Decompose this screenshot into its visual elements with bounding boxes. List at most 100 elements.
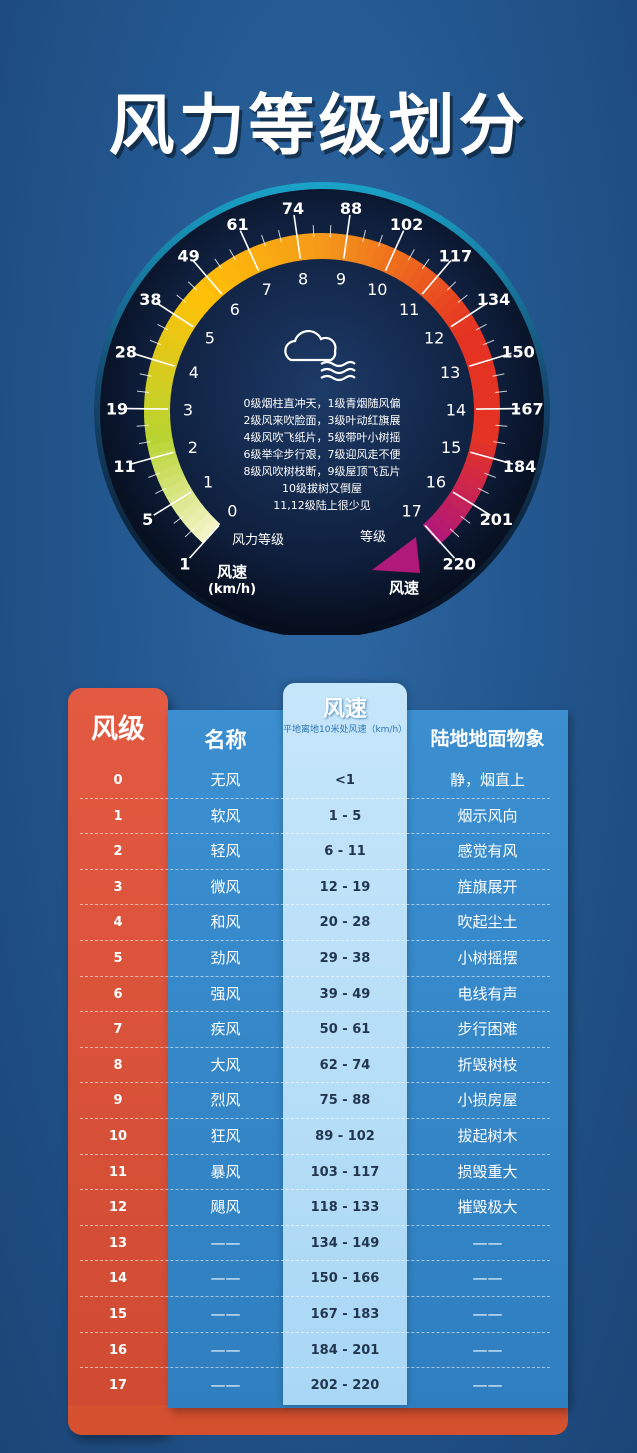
level-cell: 14: [108, 1271, 128, 1287]
speed-tick-label: 28: [115, 342, 137, 361]
minor-tick: [138, 441, 151, 445]
speed-tick-label: 19: [106, 399, 128, 418]
arc-segment: [428, 512, 455, 538]
major-tick: [239, 230, 260, 272]
arc-segment: [181, 293, 209, 318]
arc-segment: [157, 332, 186, 353]
level-number: 15: [441, 438, 461, 457]
level-number: 3: [183, 400, 193, 419]
speed-tick-label: 61: [226, 215, 248, 234]
arc-segment: [462, 342, 491, 362]
minor-tick: [494, 390, 507, 393]
speed-cell: 6 - 11: [324, 844, 366, 860]
arc-segment: [455, 325, 484, 347]
land-cell: 电线有声: [457, 984, 518, 1003]
header-name: 名称: [204, 728, 247, 752]
speed-tick-label: 102: [390, 215, 423, 234]
level-number: 17: [401, 502, 421, 521]
level-label-right: 等级: [360, 529, 386, 545]
major-tick: [452, 491, 491, 516]
speed-cell: 89 - 102: [315, 1128, 375, 1144]
speed-tick-label: 5: [142, 510, 153, 529]
table-row: 0 无风 <1 静，烟直上: [68, 763, 568, 799]
minor-tick: [484, 472, 496, 478]
minor-tick: [460, 515, 471, 524]
table-row: 16 —— 184 - 201 ——: [68, 1333, 568, 1369]
arc-segment: [207, 267, 233, 295]
level-number: 2: [188, 438, 198, 457]
speed-cell: <1: [335, 773, 355, 788]
arc-segment: [441, 301, 470, 326]
level-cell: 3: [113, 879, 123, 895]
speed-cell: 202 - 220: [310, 1378, 380, 1394]
level-number: 5: [205, 329, 215, 348]
arc-segment: [419, 274, 445, 301]
name-cell: ——: [210, 1269, 241, 1288]
arc-segment: [473, 407, 500, 419]
speed-cell: 1 - 5: [328, 808, 362, 824]
arc-segment: [194, 517, 221, 544]
land-cell: ——: [472, 1304, 503, 1323]
name-cell: 飓风: [210, 1198, 241, 1217]
minor-tick: [148, 472, 160, 478]
major-tick: [153, 491, 192, 516]
minor-tick: [482, 339, 495, 346]
level-label-left: 风力等级: [232, 532, 284, 548]
major-tick: [192, 260, 223, 295]
level-number: 13: [440, 363, 460, 382]
arc-segment: [154, 462, 183, 482]
table-row: 2 轻风 6 - 11 感觉有风: [68, 834, 568, 870]
minor-tick: [229, 249, 237, 261]
speed-cell: 103 - 117: [310, 1164, 380, 1180]
level-cell: 16: [108, 1342, 128, 1358]
level-cell: 4: [113, 915, 123, 931]
minor-tick: [475, 323, 487, 331]
name-cell: ——: [210, 1233, 241, 1252]
name-cell: 强风: [210, 984, 241, 1003]
color-arc: [144, 233, 500, 545]
level-number: 14: [446, 400, 466, 419]
speed-cell: 12 - 19: [319, 879, 371, 895]
table-row: 9 烈风 75 - 88 小损房屋: [68, 1083, 568, 1119]
level-cell: 8: [113, 1057, 123, 1073]
land-cell: 旌旗展开: [457, 877, 518, 896]
arc-segment: [187, 286, 214, 312]
major-tick: [124, 407, 169, 410]
arc-segment: [468, 440, 497, 457]
arc-segment: [151, 350, 180, 369]
name-cell: 软风: [210, 806, 241, 825]
minor-tick: [329, 225, 332, 238]
level-cell: 11: [108, 1164, 128, 1180]
major-tick: [131, 451, 174, 465]
arc-segment: [354, 237, 371, 265]
major-tick: [188, 524, 220, 559]
arc-segment: [302, 233, 316, 260]
level-cell: 0: [113, 773, 123, 788]
header-speed: 风速: [322, 697, 367, 722]
arc-segment: [473, 398, 500, 410]
arc-segment: [161, 477, 190, 499]
arc-segment: [362, 239, 380, 268]
arc-segment: [161, 324, 190, 346]
speed-cell: 167 - 183: [310, 1306, 380, 1322]
arc-segment: [223, 257, 246, 285]
name-cell: ——: [210, 1304, 241, 1323]
land-cell: 感觉有风: [457, 842, 518, 861]
speed-cell: 29 - 38: [319, 950, 371, 966]
description-line: 11,12级陆上很少见: [273, 498, 371, 512]
name-cell: 劲风: [210, 948, 241, 967]
minor-tick: [155, 487, 167, 495]
level-cell: 13: [108, 1235, 128, 1251]
speed-cell: 150 - 166: [310, 1271, 380, 1287]
minor-tick: [492, 373, 505, 377]
minor-tick: [477, 487, 489, 495]
arc-segment: [239, 248, 261, 277]
minor-tick: [449, 528, 460, 538]
level-cell: 9: [113, 1093, 123, 1109]
end-pointer: [372, 537, 420, 573]
arc-segment: [144, 414, 171, 427]
land-cell: 小树摇摆: [457, 948, 518, 967]
table-row: 7 疾风 50 - 61 步行困难: [68, 1012, 568, 1048]
